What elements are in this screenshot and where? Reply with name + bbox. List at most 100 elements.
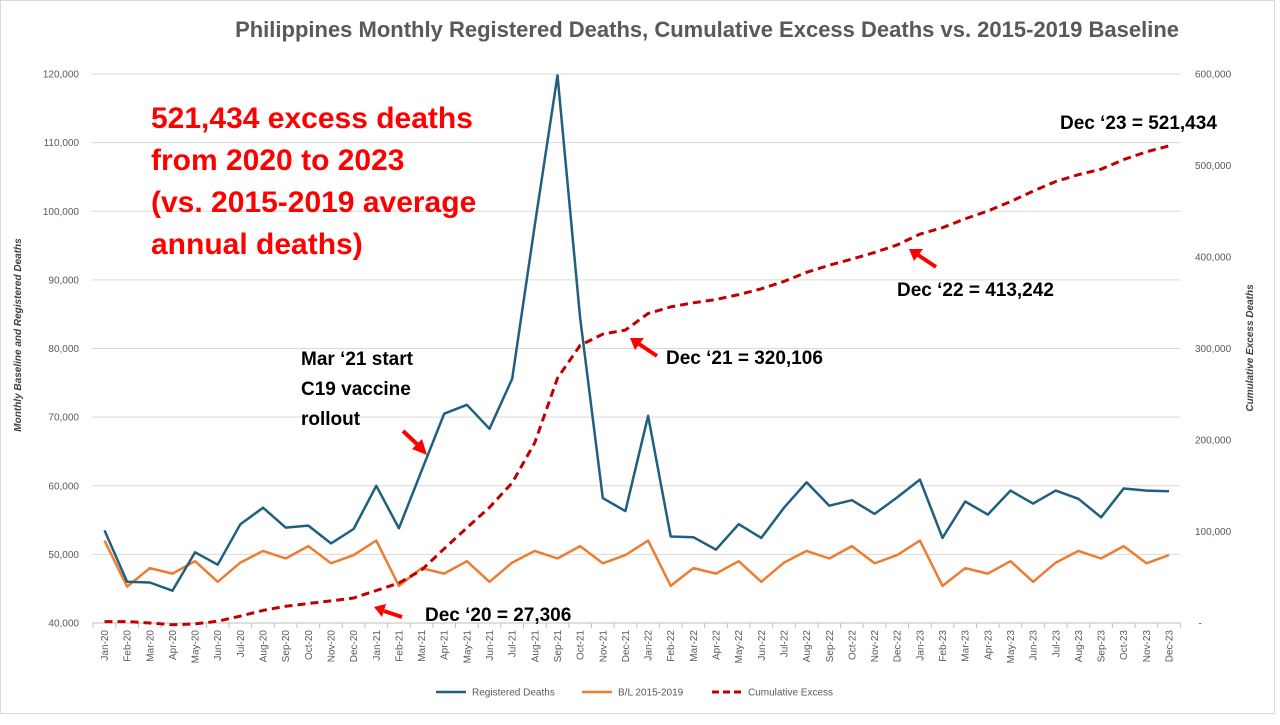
headline-line-3: (vs. 2015-2019 average [151,186,476,219]
x-tick-label: Jul-20 [236,630,247,658]
right-tick-label: 200,000 [1195,436,1232,447]
x-tick-label: Mar-20 [145,630,156,662]
left-tick-label: 70,000 [48,413,79,424]
vaccine-arrow [401,429,427,455]
left-tick-label: 100,000 [43,207,80,218]
x-tick-label: May-23 [1006,630,1017,664]
vaccine-callout-line-2: C19 vaccine [301,379,411,400]
vaccine-callout: Mar ‘21 start C19 vaccine rollout [301,349,418,430]
headline-line-1: 521,434 excess deaths [151,102,473,135]
x-tick-label: Sep-22 [825,630,836,663]
x-tick-label: Aug-23 [1074,630,1085,663]
headline-line-4: annual deaths) [151,228,363,261]
legend: Registered Deaths B/L 2015-2019 Cumulative… [436,688,833,699]
right-tick-label: 600,000 [1195,70,1232,81]
x-tick-label: Oct-23 [1119,630,1130,660]
x-tick-label: Oct-22 [847,630,858,660]
x-tick-label: Jan-20 [100,630,111,661]
legend-label: Registered Deaths [472,688,555,699]
right-axis-ticks: - 100,000 200,000 300,000 400,000 500,000 600,… [1195,70,1232,630]
x-tick-label: Feb-23 [938,630,949,662]
x-tick-label: Apr-20 [168,630,179,660]
left-tick-label: 90,000 [48,275,79,286]
x-tick-label: Jul-21 [508,630,519,658]
x-tick-label: Nov-21 [598,630,609,663]
series-layer [103,74,1170,627]
right-axis-title: Cumulative Excess Deaths [1245,284,1256,412]
x-tick-label: Dec-22 [893,630,904,663]
x-tick-label: Nov-23 [1142,630,1153,663]
dec23-callout: Dec ‘23 = 521,434 [1060,113,1217,134]
x-tick-label: May-22 [734,630,745,664]
x-tick-label: Jun-21 [485,630,496,661]
vaccine-callout-line-3: rollout [301,409,361,430]
x-tick-label: Jun-23 [1029,630,1040,661]
left-tick-label: 110,000 [44,138,80,149]
x-tick-label: Feb-20 [123,630,134,662]
x-tick-label: Sep-20 [281,630,292,663]
left-tick-label: 60,000 [48,481,79,492]
x-tick-label: Jun-20 [213,630,224,661]
right-tick-label: 400,000 [1195,253,1232,264]
legend-label: B/L 2015-2019 [618,688,684,699]
left-tick-label: 50,000 [48,550,79,561]
x-tick-label: Oct-20 [304,630,315,660]
series-line-registered-deaths [103,74,1170,592]
x-tick-label: Feb-21 [394,630,405,662]
left-axis-ticks: 40,000 50,000 60,000 70,000 80,000 90,000 100,… [43,70,80,630]
left-tick-label: 120,000 [43,70,80,81]
dec20-callout: Dec ‘20 = 27,306 [425,605,571,626]
legend-label: Cumulative Excess [748,688,833,699]
x-tick-label: Jan-23 [915,630,926,661]
x-tick-label: Aug-22 [802,630,813,663]
series-line-b-l-2015-2019 [103,539,1170,588]
x-tick-label: Mar-21 [417,630,428,662]
dec22-arrow [909,249,938,269]
x-tick-label: Jun-22 [757,630,768,661]
x-tick-label: Sep-21 [553,630,564,663]
legend-item: Registered Deaths [436,688,555,699]
dec21-callout: Dec ‘21 = 320,106 [666,348,823,369]
x-tick-label: Dec-20 [349,630,360,663]
x-tick-label: Apr-23 [983,630,994,660]
headline-annotation: 521,434 excess deaths from 2020 to 2023 … [151,102,485,261]
right-tick-label: 300,000 [1195,344,1232,355]
x-tick-label: Nov-22 [870,630,881,663]
x-tick-label: Jan-22 [644,630,655,661]
x-tick-label: Mar-22 [689,630,700,662]
chart-title: Philippines Monthly Registered Deaths, C… [235,17,1179,42]
left-tick-label: 40,000 [48,619,79,630]
x-tick-label: Feb-22 [666,630,677,662]
x-tick-label: Nov-20 [326,630,337,663]
annotation-arrows [374,249,938,619]
x-tick-label: Jan-21 [372,630,383,661]
x-tick-label: Jul-22 [779,630,790,658]
x-tick-label: Aug-21 [530,630,541,663]
legend-item: B/L 2015-2019 [582,688,684,699]
legend-item: Cumulative Excess [712,688,833,699]
left-tick-label: 80,000 [48,344,79,355]
x-tick-label: Jul-23 [1051,630,1062,658]
dec21-arrow [630,338,659,358]
right-tick-label: 100,000 [1195,527,1232,538]
left-axis-title: Monthly Baseline and Registered Deaths [13,238,24,432]
dec22-callout: Dec ‘22 = 413,242 [897,280,1054,301]
right-tick-label: - [1198,619,1201,630]
x-tick-label: Sep-23 [1097,630,1108,663]
x-tick-label: Aug-20 [259,630,270,663]
headline-line-2: from 2020 to 2023 [151,144,404,177]
right-tick-label: 500,000 [1195,161,1232,172]
x-tick-label: May-21 [462,630,473,664]
x-tick-label: Dec-23 [1165,630,1176,663]
x-tick-label: Dec-21 [621,630,632,663]
x-tick-label: Apr-22 [712,630,723,660]
x-tick-label: Mar-23 [961,630,972,662]
series-line-cumulative-excess [104,144,1170,627]
vaccine-callout-line-1: Mar ‘21 start [301,349,414,370]
x-tick-label: Apr-21 [440,630,451,660]
x-axis-ticks: Jan-20 Feb-20 Mar-20 Apr-20 May-20 Jun-20 Jul-… [92,623,1181,664]
x-tick-label: Oct-21 [576,630,587,660]
